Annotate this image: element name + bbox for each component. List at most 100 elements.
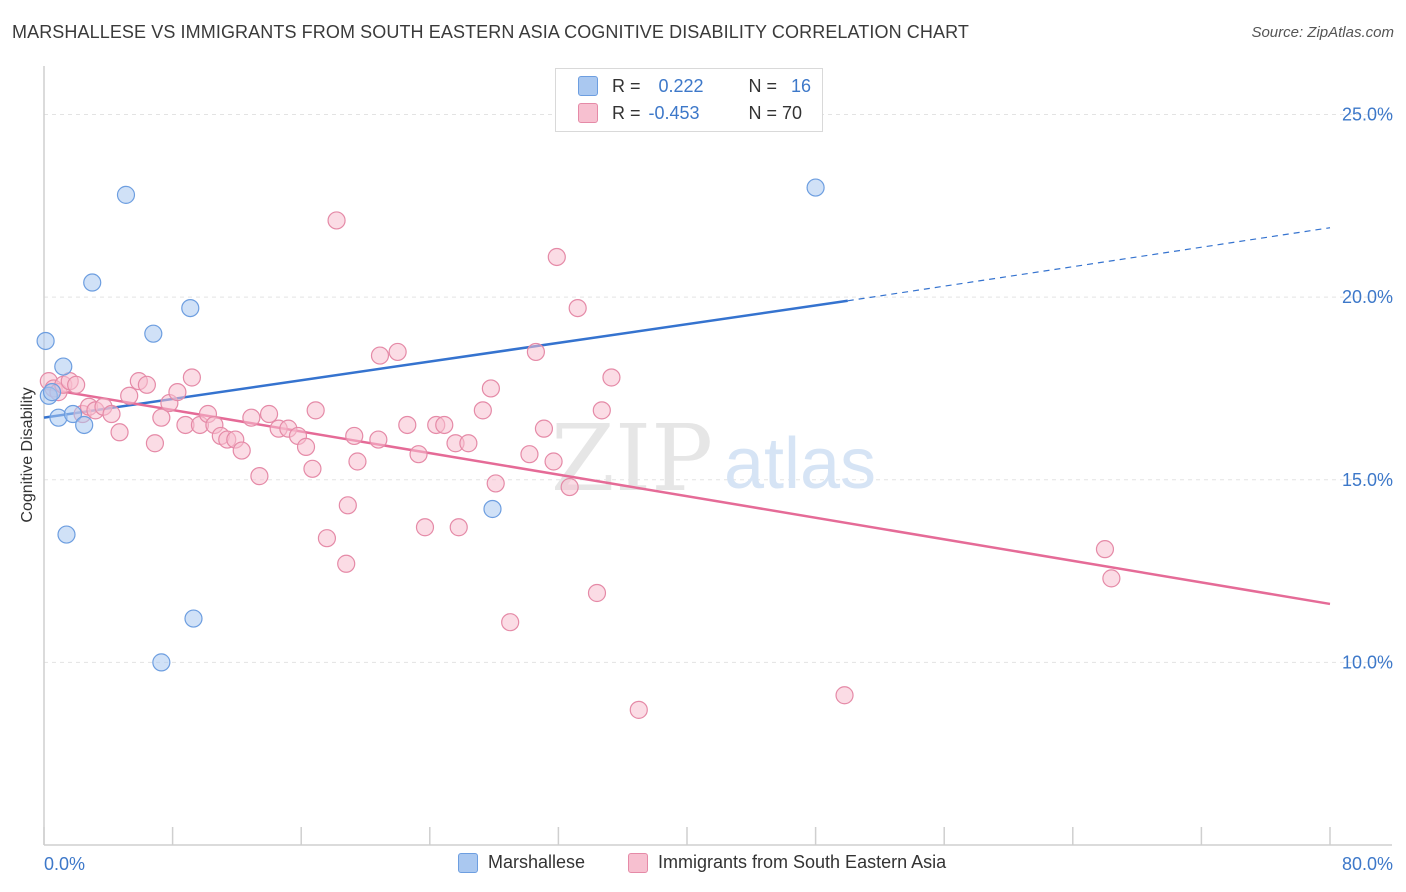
point-immigrants	[520, 445, 539, 464]
point-immigrants	[435, 415, 454, 435]
point-marshallese	[184, 609, 203, 628]
y-tick-label: 25.0%	[1342, 105, 1393, 125]
point-immigrants	[242, 408, 261, 427]
point-immigrants	[534, 419, 554, 438]
point-immigrants	[568, 299, 587, 318]
point-marshallese	[42, 383, 62, 402]
point-immigrants	[182, 368, 201, 387]
trend-line-marshallese-extension	[847, 227, 1331, 302]
y-tick-label: 20.0%	[1342, 287, 1393, 307]
point-immigrants	[486, 474, 505, 493]
point-marshallese	[83, 273, 102, 292]
point-marshallese	[57, 525, 76, 544]
point-immigrants	[338, 496, 357, 515]
legend-swatch-pink	[628, 852, 648, 873]
point-immigrants	[587, 583, 607, 603]
point-immigrants	[481, 379, 500, 398]
point-marshallese	[116, 185, 136, 204]
point-immigrants	[835, 686, 854, 705]
n-label: N = 70	[748, 102, 803, 123]
legend-label: Marshallese	[488, 852, 586, 872]
point-immigrants	[102, 404, 121, 424]
point-marshallese	[181, 299, 200, 318]
point-immigrants	[459, 434, 478, 453]
point-immigrants	[327, 211, 346, 230]
point-immigrants	[526, 342, 545, 362]
point-immigrants	[544, 452, 563, 471]
correlation-legend: R = 0.222 N = 16 R = -0.453 N = 70	[555, 68, 823, 132]
x-tick-label: 80.0%	[1342, 854, 1393, 874]
point-immigrants	[449, 518, 468, 537]
point-marshallese	[144, 324, 163, 343]
legend-swatch-blue	[458, 852, 478, 873]
point-immigrants	[110, 423, 129, 442]
point-immigrants	[547, 247, 566, 267]
point-marshallese	[54, 357, 73, 376]
series-legend: Marshallese Immigrants from South Easter…	[0, 852, 1406, 878]
r-label: R =	[612, 102, 641, 123]
point-immigrants	[1095, 540, 1115, 559]
point-immigrants	[415, 518, 435, 537]
point-immigrants	[137, 375, 156, 394]
r-label: R =	[612, 75, 641, 96]
point-immigrants	[369, 430, 388, 449]
point-immigrants	[592, 401, 611, 420]
point-immigrants	[348, 452, 367, 471]
point-immigrants	[560, 477, 579, 497]
point-immigrants	[250, 467, 269, 486]
legend-swatch-blue	[578, 76, 598, 96]
point-immigrants	[296, 437, 316, 456]
point-immigrants	[152, 408, 171, 427]
point-immigrants	[473, 401, 492, 420]
point-immigrants	[120, 386, 139, 405]
point-immigrants	[398, 415, 417, 435]
chart-title: MARSHALLESE VS IMMIGRANTS FROM SOUTH EAS…	[12, 22, 969, 42]
point-immigrants	[629, 700, 648, 719]
point-marshallese	[483, 499, 502, 519]
point-immigrants	[501, 613, 520, 632]
point-marshallese	[36, 331, 55, 351]
point-immigrants	[1102, 569, 1121, 588]
legend-label: Immigrants from South Eastern Asia	[658, 852, 947, 872]
point-immigrants	[317, 529, 337, 548]
watermark: ZIP atlas	[551, 405, 876, 512]
point-immigrants	[337, 554, 356, 573]
legend-item-immigrants[interactable]: Immigrants from South Eastern Asia	[628, 852, 946, 873]
point-immigrants	[259, 404, 279, 424]
point-marshallese	[75, 415, 94, 435]
y-tick-label: 10.0%	[1342, 652, 1393, 672]
watermark-atlas: atlas	[724, 424, 876, 504]
point-marshallese	[63, 404, 83, 424]
n-label: N =	[748, 75, 778, 96]
point-immigrants	[145, 434, 165, 453]
point-immigrants	[345, 426, 364, 446]
legend-row-immigrants: R = -0.453 N = 70	[578, 100, 802, 126]
trend-line-immigrants	[43, 387, 1331, 606]
tick-labels: 10.0% 15.0% 20.0% 25.0% 0.0% 80.0%	[44, 105, 1393, 874]
point-immigrants	[232, 441, 251, 460]
watermark-zip: ZIP	[551, 405, 713, 512]
point-immigrants	[306, 401, 325, 420]
point-immigrants	[303, 459, 322, 478]
legend-row-marshallese: R = 0.222 N = 16	[578, 73, 811, 99]
x-tick-label: 0.0%	[44, 854, 85, 874]
gridlines	[44, 114, 1392, 663]
point-immigrants	[409, 445, 428, 464]
point-immigrants	[602, 368, 621, 387]
point-marshallese	[806, 178, 825, 197]
point-immigrants	[168, 383, 187, 402]
point-immigrants	[388, 342, 407, 362]
axes	[43, 66, 1392, 846]
y-tick-label: 15.0%	[1342, 470, 1393, 490]
legend-item-marshallese[interactable]: Marshallese	[458, 852, 585, 873]
point-immigrants	[67, 375, 86, 394]
source-credit: Source: ZipAtlas.com	[1251, 24, 1394, 41]
data-points	[36, 178, 1121, 719]
r-value: -0.453	[648, 102, 700, 123]
legend-swatch-pink	[578, 103, 598, 123]
n-value: 16	[791, 75, 812, 96]
r-value: 0.222	[658, 75, 704, 96]
point-immigrants	[370, 346, 390, 365]
point-marshallese	[152, 653, 171, 672]
